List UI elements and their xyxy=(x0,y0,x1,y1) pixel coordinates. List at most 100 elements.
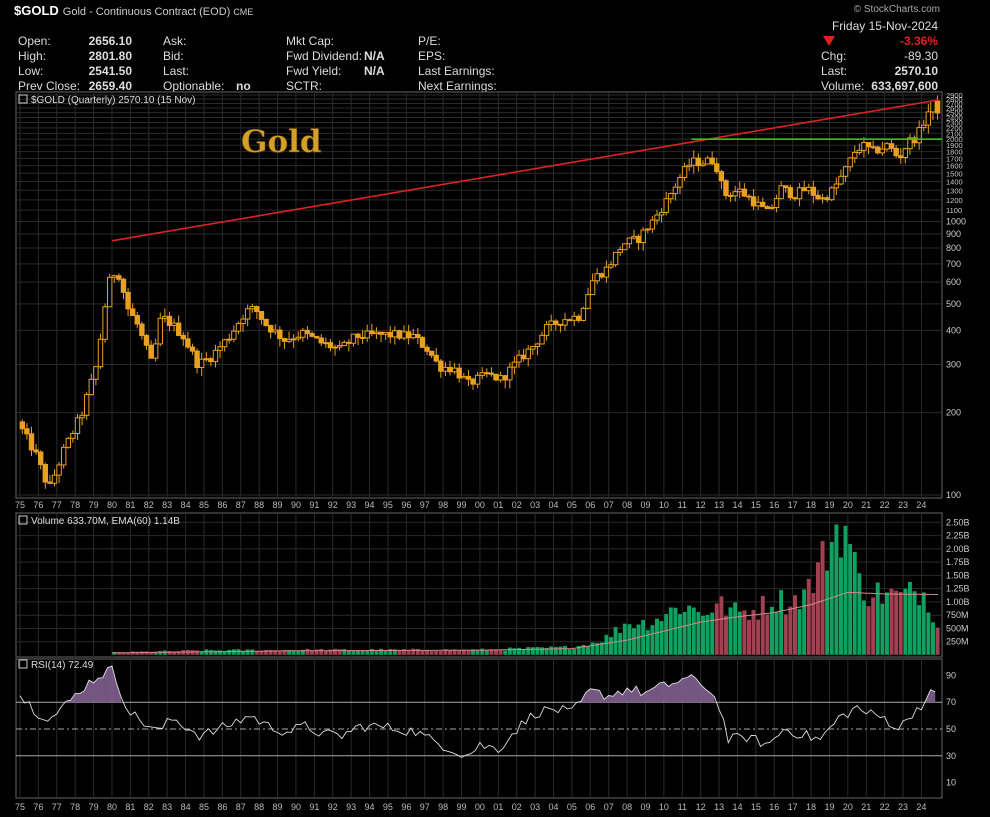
candle xyxy=(410,334,416,339)
volume-bar xyxy=(277,650,283,656)
volume-bar xyxy=(769,606,775,656)
volume-bar xyxy=(144,650,149,656)
volume-bar xyxy=(774,611,779,656)
candle xyxy=(750,196,757,207)
candle xyxy=(102,306,108,340)
x-tick-label: 02 xyxy=(512,500,522,510)
x-tick-label: 05 xyxy=(567,802,577,812)
candle xyxy=(520,354,527,360)
x-tick-label: 86 xyxy=(217,802,227,812)
candle xyxy=(640,229,646,244)
price-tick-label: 1700 xyxy=(946,154,963,163)
price-tick-label: 2000 xyxy=(946,135,963,144)
x-tick-label: 16 xyxy=(769,802,779,812)
volume-bar xyxy=(438,650,444,656)
volume-tick-label: 500M xyxy=(946,623,969,633)
price-panel xyxy=(15,91,943,499)
x-tick-label: 99 xyxy=(457,500,467,510)
x-tick-label: 75 xyxy=(15,802,25,812)
x-tick-label: 83 xyxy=(162,802,172,812)
x-tick-label: 08 xyxy=(622,500,632,510)
candle xyxy=(902,148,909,159)
rsi-line xyxy=(19,665,936,758)
x-tick-label: 91 xyxy=(309,802,319,812)
x-tick-label: 19 xyxy=(824,500,834,510)
candle xyxy=(879,148,886,154)
candle xyxy=(47,481,53,484)
low-value: 2541.50 xyxy=(88,64,132,78)
x-tick-label: 98 xyxy=(438,500,448,510)
volume-bar xyxy=(930,621,936,656)
x-tick-label: 18 xyxy=(806,500,816,510)
candle xyxy=(134,315,140,325)
x-tick-label: 77 xyxy=(52,802,62,812)
price-tick-label: 900 xyxy=(946,229,961,239)
price-tick-label: 1800 xyxy=(946,148,963,157)
price-tick-label: 2700 xyxy=(946,99,963,108)
price-tick-label: 100 xyxy=(946,490,961,500)
percent-change: -3.36% xyxy=(899,34,938,48)
candle xyxy=(631,235,637,239)
volume-tick-label: 250M xyxy=(946,637,969,647)
x-tick-label: 95 xyxy=(383,500,393,510)
candle xyxy=(424,346,430,352)
candle xyxy=(718,171,725,182)
prev-close-label: Prev Close: xyxy=(18,79,81,93)
x-tick-label: 88 xyxy=(254,500,264,510)
x-tick-label: 24 xyxy=(916,500,926,510)
candle xyxy=(240,318,246,325)
price-tick-label: 1500 xyxy=(946,169,963,178)
volume-bar xyxy=(778,589,784,656)
fwd-dividend-label: Fwd Dividend: xyxy=(286,49,363,63)
fwd-yield-value: N/A xyxy=(364,64,385,78)
volume-bar xyxy=(466,650,471,656)
volume-bar xyxy=(672,607,678,656)
candle xyxy=(727,195,734,198)
x-tick-label: 87 xyxy=(236,802,246,812)
volume-bar xyxy=(654,618,660,656)
candle xyxy=(649,219,656,230)
volume-tick-label: 1.75B xyxy=(946,557,970,567)
volume-bar xyxy=(879,603,885,656)
symbol-description: Gold - Continuous Contract (EOD) xyxy=(62,6,231,18)
price-tick-label: 1100 xyxy=(946,206,962,215)
candle xyxy=(461,375,467,379)
x-tick-label: 23 xyxy=(898,500,908,510)
candle xyxy=(884,143,890,150)
candle xyxy=(65,437,71,448)
x-tick-label: 77 xyxy=(52,500,62,510)
volume-bar xyxy=(856,572,862,656)
volume-tick-label: 2.25B xyxy=(946,531,970,541)
price-tick-label: 200 xyxy=(946,408,961,418)
x-tick-label: 14 xyxy=(732,500,742,510)
price-tick-label: 1000 xyxy=(946,216,966,226)
candle xyxy=(668,193,674,200)
candle xyxy=(714,163,720,173)
price-tick-label: 2800 xyxy=(946,95,963,104)
x-tick-label: 99 xyxy=(457,802,467,812)
sctr-label: SCTR: xyxy=(286,79,322,93)
volume-bar xyxy=(912,590,917,656)
candle xyxy=(792,197,798,200)
candle xyxy=(129,308,136,317)
candle xyxy=(116,275,122,280)
candle xyxy=(350,333,357,344)
price-tick-label: 2900 xyxy=(946,91,963,100)
candle xyxy=(157,317,163,345)
volume-bar xyxy=(916,604,922,656)
volume-bar xyxy=(208,649,214,656)
volume-bar xyxy=(737,611,743,656)
volume-bar xyxy=(217,649,223,656)
x-tick-label: 17 xyxy=(788,500,798,510)
candle xyxy=(396,330,403,339)
volume-bar xyxy=(613,626,618,656)
price-tick-label: 300 xyxy=(946,359,961,369)
rsi-tick-label: 90 xyxy=(946,670,956,680)
candle xyxy=(148,344,154,359)
x-tick-label: 15 xyxy=(751,802,761,812)
volume-bar xyxy=(447,650,453,656)
candle xyxy=(447,366,453,373)
candle xyxy=(166,315,173,326)
price-tick-label: 600 xyxy=(946,277,961,287)
candle xyxy=(189,346,196,352)
